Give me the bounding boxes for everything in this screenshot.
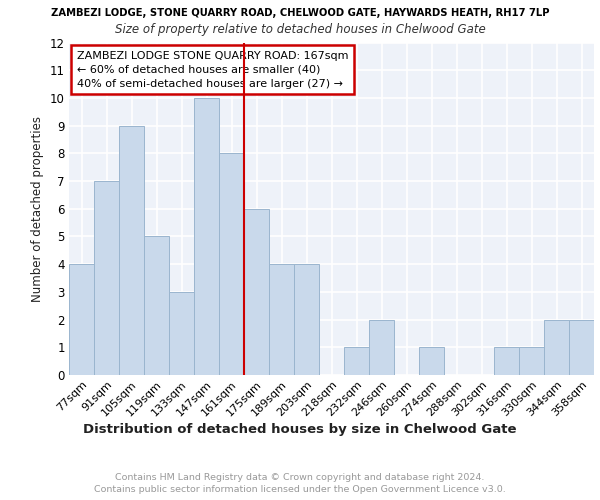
Bar [194,98,219,375]
Bar [119,126,144,375]
Bar [544,320,569,375]
Bar [419,348,444,375]
Bar [519,348,544,375]
Bar [494,348,519,375]
Bar [369,320,394,375]
Bar [219,154,244,375]
Text: ZAMBEZI LODGE STONE QUARRY ROAD: 167sqm
← 60% of detached houses are smaller (40: ZAMBEZI LODGE STONE QUARRY ROAD: 167sqm … [77,51,349,89]
Bar [94,181,119,375]
Text: Contains HM Land Registry data © Crown copyright and database right 2024.: Contains HM Land Registry data © Crown c… [115,472,485,482]
Text: Distribution of detached houses by size in Chelwood Gate: Distribution of detached houses by size … [83,422,517,436]
Text: Size of property relative to detached houses in Chelwood Gate: Size of property relative to detached ho… [115,22,485,36]
Y-axis label: Number of detached properties: Number of detached properties [31,116,44,302]
Bar [294,264,319,375]
Bar [269,264,294,375]
Text: ZAMBEZI LODGE, STONE QUARRY ROAD, CHELWOOD GATE, HAYWARDS HEATH, RH17 7LP: ZAMBEZI LODGE, STONE QUARRY ROAD, CHELWO… [51,8,549,18]
Bar [169,292,194,375]
Bar [244,209,269,375]
Bar [144,236,169,375]
Text: Contains public sector information licensed under the Open Government Licence v3: Contains public sector information licen… [94,485,506,494]
Bar [569,320,594,375]
Bar [344,348,369,375]
Bar [69,264,94,375]
